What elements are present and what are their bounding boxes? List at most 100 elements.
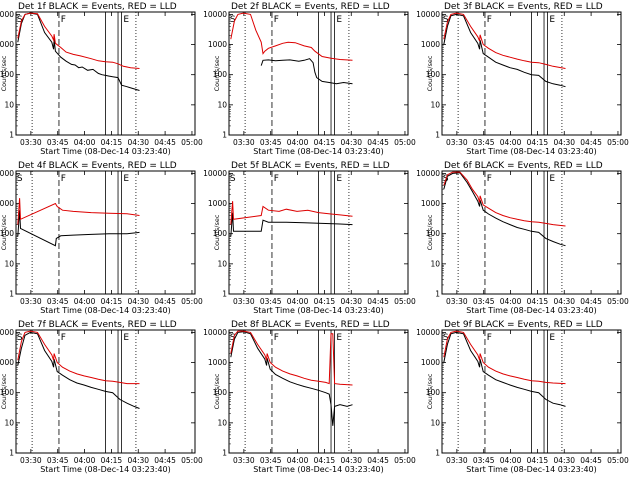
y-tick-label: 10 xyxy=(430,418,440,427)
marker-label: E xyxy=(549,15,555,25)
y-axis-label: Counts/sec xyxy=(213,214,221,250)
y-tick-label: 10000 xyxy=(0,10,14,19)
x-tick-label: 04:30 xyxy=(340,138,362,147)
x-axis-label: Start Time (08-Dec-14 03:23:40) xyxy=(466,147,597,156)
x-tick-label: 05:00 xyxy=(394,456,416,465)
lld-series-line xyxy=(230,12,353,61)
y-tick-label: 10000 xyxy=(203,328,227,337)
marker-label: E xyxy=(123,333,129,343)
chart-panel: Det 1f BLACK = Events, RED = LLD 1 10 100 10… xyxy=(0,2,203,156)
x-tick-label: 04:45 xyxy=(367,297,389,306)
x-axis-label: Start Time (08-Dec-14 03:23:40) xyxy=(466,306,597,315)
marker-label: F xyxy=(487,333,492,343)
plot-frame xyxy=(441,329,622,454)
y-tick-label: 10000 xyxy=(416,169,440,178)
x-tick-label: 05:00 xyxy=(181,297,203,306)
y-tick-label: 100 xyxy=(213,70,228,79)
marker-label: S xyxy=(230,174,236,184)
x-tick-label: 05:00 xyxy=(394,297,416,306)
x-tick-label: 04:00 xyxy=(287,138,309,147)
chart-title: Det 3f BLACK = Events, RED = LLD xyxy=(444,2,603,12)
x-tick-label: 04:15 xyxy=(527,297,549,306)
chart-panel: Det 5f BLACK = Events, RED = LLD 1 10 100 10… xyxy=(203,161,416,315)
y-tick-label: 1000 xyxy=(208,199,227,208)
x-tick-label: 04:15 xyxy=(314,138,336,147)
y-tick-label: 10000 xyxy=(416,328,440,337)
x-tick-label: 03:45 xyxy=(473,138,495,147)
x-tick-label: 04:00 xyxy=(74,456,96,465)
x-tick-label: 03:30 xyxy=(20,138,42,147)
marker-label: S xyxy=(230,15,236,25)
x-tick-label: 04:00 xyxy=(500,297,522,306)
x-tick-label: 04:00 xyxy=(287,297,309,306)
x-tick-label: 05:00 xyxy=(394,138,416,147)
y-tick-label: 10 xyxy=(4,259,14,268)
x-tick-label: 04:15 xyxy=(101,456,123,465)
y-tick-label: 1000 xyxy=(421,40,440,49)
y-tick-label: 10 xyxy=(217,100,227,109)
x-tick-label: 03:45 xyxy=(473,456,495,465)
y-tick-label: 1 xyxy=(435,131,440,140)
events-series-line xyxy=(443,172,566,247)
x-axis-label: Start Time (08-Dec-14 03:23:40) xyxy=(253,306,384,315)
x-tick-label: 04:30 xyxy=(553,138,575,147)
y-tick-label: 1 xyxy=(435,449,440,458)
events-series-line xyxy=(260,58,353,85)
x-tick-label: 05:00 xyxy=(607,297,629,306)
x-axis-label: Start Time (08-Dec-14 03:23:40) xyxy=(40,306,171,315)
lld-series-line xyxy=(443,12,566,69)
x-axis-label: Start Time (08-Dec-14 03:23:40) xyxy=(466,465,597,474)
y-tick-label: 1 xyxy=(9,290,14,299)
y-axis-label: Counts/sec xyxy=(426,214,434,250)
x-tick-label: 04:30 xyxy=(127,456,149,465)
plot-frame xyxy=(228,11,409,136)
marker-label: F xyxy=(487,15,492,25)
x-tick-label: 04:30 xyxy=(127,138,149,147)
y-tick-label: 100 xyxy=(213,388,228,397)
x-tick-label: 04:30 xyxy=(553,297,575,306)
y-tick-label: 10 xyxy=(217,259,227,268)
chart-panel: Det 7f BLACK = Events, RED = LLD 1 10 100 10… xyxy=(0,320,203,474)
x-tick-label: 05:00 xyxy=(181,138,203,147)
x-tick-label: 04:45 xyxy=(580,138,602,147)
y-tick-label: 1000 xyxy=(0,40,14,49)
chart-panel: Det 6f BLACK = Events, RED = LLD 1 10 100 10… xyxy=(416,161,629,315)
marker-label: E xyxy=(336,174,342,184)
y-tick-label: 100 xyxy=(0,388,14,397)
x-tick-label: 04:00 xyxy=(74,297,96,306)
plot-frame xyxy=(15,329,196,454)
x-tick-label: 03:45 xyxy=(47,297,69,306)
marker-label: E xyxy=(123,15,129,25)
x-tick-label: 04:15 xyxy=(101,297,123,306)
events-series-line xyxy=(17,331,140,409)
y-tick-label: 1000 xyxy=(421,199,440,208)
x-tick-label: 04:45 xyxy=(580,456,602,465)
x-tick-label: 03:45 xyxy=(47,456,69,465)
y-tick-label: 10 xyxy=(217,418,227,427)
y-tick-label: 1 xyxy=(222,290,227,299)
lld-series-line xyxy=(443,330,566,385)
x-tick-label: 03:30 xyxy=(233,297,255,306)
x-tick-label: 03:30 xyxy=(20,456,42,465)
x-tick-label: 04:45 xyxy=(367,138,389,147)
y-tick-label: 10000 xyxy=(0,328,14,337)
x-tick-label: 03:30 xyxy=(446,456,468,465)
marker-label: E xyxy=(336,333,342,343)
marker-label: E xyxy=(549,174,555,184)
x-tick-label: 05:00 xyxy=(607,138,629,147)
chart-title: Det 8f BLACK = Events, RED = LLD xyxy=(231,320,390,330)
x-tick-label: 03:30 xyxy=(446,297,468,306)
y-tick-label: 100 xyxy=(426,388,441,397)
chart-title: Det 4f BLACK = Events, RED = LLD xyxy=(18,161,177,171)
chart-panel: Det 4f BLACK = Events, RED = LLD 1 10 100 10… xyxy=(0,161,203,315)
y-tick-label: 10000 xyxy=(203,10,227,19)
y-tick-label: 10000 xyxy=(0,169,14,178)
chart-title: Det 1f BLACK = Events, RED = LLD xyxy=(18,2,177,12)
marker-label: S xyxy=(443,15,449,25)
y-axis-label: Counts/sec xyxy=(0,373,8,409)
x-axis-label: Start Time (08-Dec-14 03:23:40) xyxy=(253,147,384,156)
marker-label: F xyxy=(274,333,279,343)
y-axis-label: Counts/sec xyxy=(426,373,434,409)
events-series-line xyxy=(17,210,140,247)
plot-frame xyxy=(441,170,622,295)
